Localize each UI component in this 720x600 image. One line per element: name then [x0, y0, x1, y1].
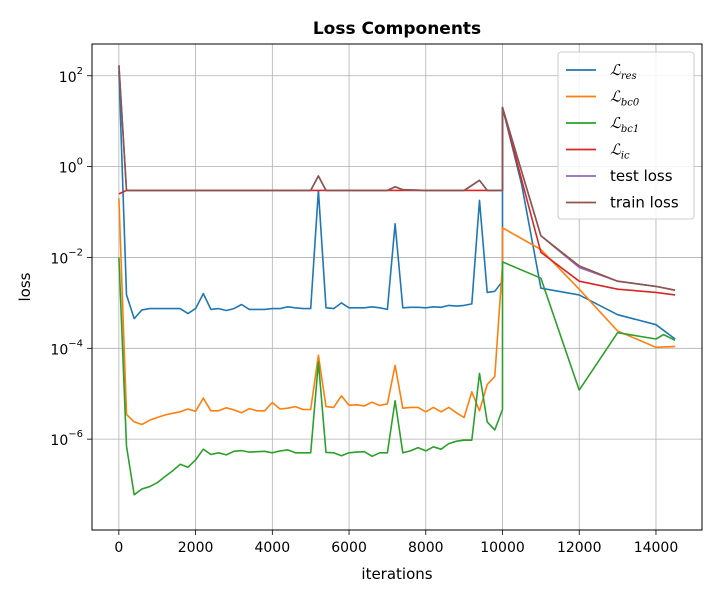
x-tick-label: 14000	[634, 540, 679, 556]
legend-entry: ℒbc1	[610, 114, 639, 135]
legend-entry: ℒbc0	[610, 88, 640, 109]
legend-entry: ℒres	[610, 61, 637, 82]
legend: ℒres ℒbc0 ℒbc1 ℒic test loss train loss	[557, 51, 695, 220]
x-tick-label: 10000	[480, 540, 525, 556]
x-tick-label: 2000	[178, 540, 214, 556]
y-tick-label: 102	[59, 66, 83, 86]
x-axis-label: iterations	[361, 565, 432, 583]
series-line	[118, 70, 676, 340]
series-line	[118, 198, 676, 426]
x-tick-label: 8000	[408, 540, 444, 556]
legend-entry: test loss	[610, 167, 673, 185]
y-axis: 10−6 10−4 10−2 100 102	[50, 66, 92, 449]
legend-entry: ℒic	[610, 141, 630, 162]
y-tick-label: 10−6	[50, 429, 83, 449]
series-line	[118, 65, 676, 291]
plot-frame	[91, 43, 703, 531]
legend-entry: train loss	[610, 194, 679, 212]
chart-title: Loss Components	[313, 19, 481, 39]
x-axis: 0 2000 4000 6000 8000 10000 12000 14000	[114, 530, 678, 556]
x-tick-label: 0	[114, 540, 123, 556]
legend-box	[557, 51, 695, 220]
y-axis-label: loss	[16, 272, 34, 301]
x-tick-label: 6000	[331, 540, 367, 556]
y-tick-label: 100	[59, 157, 83, 177]
x-tick-label: 4000	[254, 540, 290, 556]
series-layer	[118, 65, 676, 496]
y-tick-label: 10−2	[50, 247, 83, 267]
y-tick-label: 10−4	[50, 338, 83, 358]
series-line	[118, 257, 676, 496]
x-tick-label: 12000	[557, 540, 602, 556]
